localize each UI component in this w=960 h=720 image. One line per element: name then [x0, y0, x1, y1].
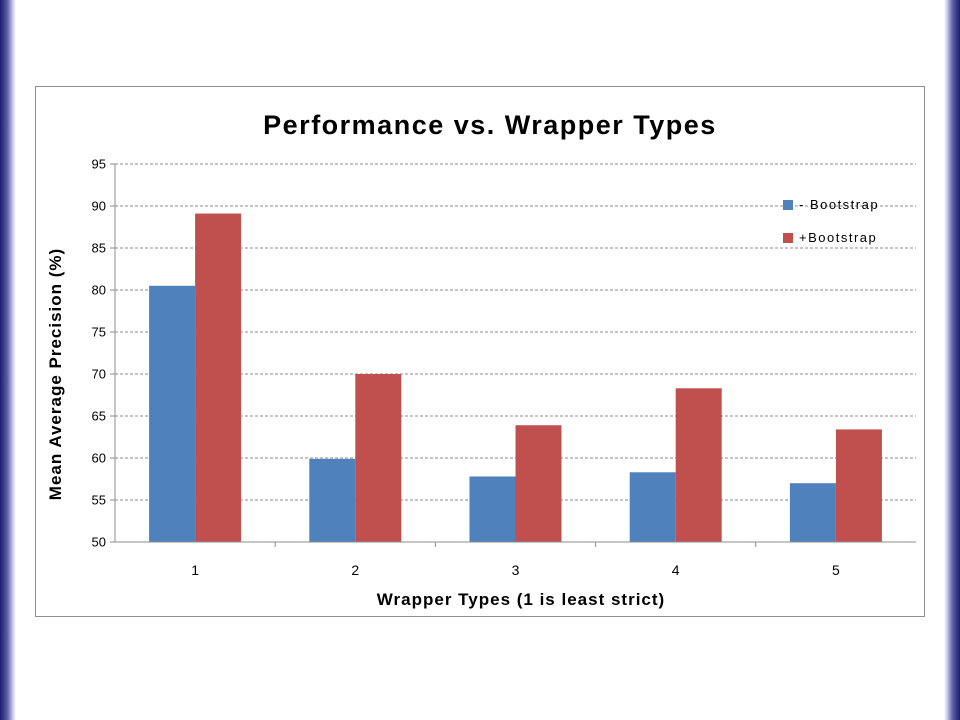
right-edge-gradient — [944, 0, 960, 720]
x-tick-label: 5 — [832, 562, 840, 578]
legend-label-plus-bootstrap: +Bootstrap — [799, 230, 877, 245]
legend-swatch-plus-bootstrap — [783, 233, 793, 243]
bar-plus-bootstrap-5 — [835, 429, 882, 542]
bar-minus-bootstrap-2 — [309, 458, 356, 542]
y-axis-title: Mean Average Precision (%) — [46, 248, 65, 500]
axes — [110, 163, 916, 547]
y-tick-label: 55 — [92, 493, 106, 508]
x-tick-label: 2 — [351, 562, 359, 578]
bar-minus-bootstrap-4 — [629, 472, 676, 542]
y-tick-label: 90 — [92, 199, 106, 214]
bar-plus-bootstrap-4 — [675, 388, 722, 542]
bar-minus-bootstrap-1 — [149, 285, 196, 542]
bar-minus-bootstrap-3 — [469, 476, 516, 542]
bar-plus-bootstrap-3 — [515, 425, 562, 542]
chart-frame: 50 55 60 65 70 75 80 85 90 95 1 2 3 4 5 Performance v… — [35, 86, 925, 617]
y-tick-label: 65 — [92, 409, 106, 424]
left-edge-gradient — [0, 0, 16, 720]
y-tick-label: 75 — [92, 325, 106, 340]
y-tick-labels: 50 55 60 65 70 75 80 85 90 95 — [92, 157, 106, 550]
x-axis-title: Wrapper Types (1 is least strict) — [377, 590, 665, 609]
legend-swatch-minus-bootstrap — [783, 200, 793, 210]
x-tick-label: 1 — [191, 562, 199, 578]
bars — [149, 213, 882, 542]
legend: - Bootstrap +Bootstrap — [783, 197, 879, 245]
y-tick-label: 80 — [92, 283, 106, 298]
x-tick-labels: 1 2 3 4 5 — [191, 562, 840, 578]
bar-minus-bootstrap-5 — [789, 483, 836, 542]
y-tick-label: 50 — [92, 535, 106, 550]
bar-plus-bootstrap-1 — [195, 213, 242, 542]
y-tick-label: 70 — [92, 367, 106, 382]
y-tick-label: 95 — [92, 157, 106, 172]
x-tick-label: 4 — [672, 562, 680, 578]
bar-plus-bootstrap-2 — [355, 374, 402, 542]
legend-label-minus-bootstrap: - Bootstrap — [799, 197, 879, 212]
x-tick-label: 3 — [512, 562, 520, 578]
bar-chart: 50 55 60 65 70 75 80 85 90 95 1 2 3 4 5 Performance v… — [46, 110, 916, 609]
y-tick-label: 60 — [92, 451, 106, 466]
chart-title: Performance vs. Wrapper Types — [263, 110, 717, 140]
y-tick-label: 85 — [92, 241, 106, 256]
